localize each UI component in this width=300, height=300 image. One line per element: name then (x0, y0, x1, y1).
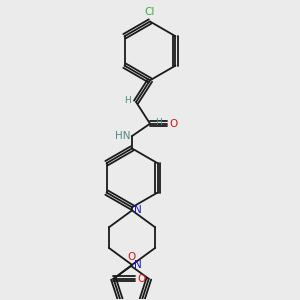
Text: O: O (169, 119, 178, 129)
Text: H: H (124, 96, 130, 105)
Text: H: H (156, 118, 162, 127)
Text: O: O (138, 274, 146, 284)
Text: N: N (134, 206, 141, 215)
Text: O: O (127, 252, 135, 262)
Text: Cl: Cl (145, 8, 155, 17)
Text: N: N (134, 260, 141, 270)
Text: HN: HN (115, 131, 130, 141)
